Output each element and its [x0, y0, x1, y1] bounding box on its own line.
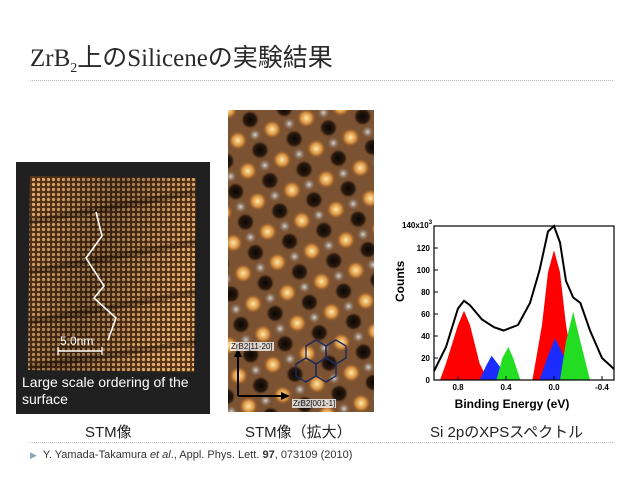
x-tick-label: 0.0 — [548, 383, 560, 392]
bullet-triangle-icon: ▶ — [30, 450, 37, 460]
green-peak-5 — [560, 311, 590, 380]
overlay-line-2: surface — [22, 391, 68, 407]
x-tick-label: -0.4 — [595, 383, 609, 392]
caption-stm: STM像 — [85, 424, 132, 441]
green-peak-2 — [496, 347, 521, 380]
x-tick-label: 0.4 — [500, 383, 512, 392]
title-text-suffix: 上のSiliceneの実験結果 — [77, 45, 333, 72]
stm-large-image: 5.0nm Large scale ordering of the surfac… — [16, 162, 210, 414]
y-tick-label: 100 — [417, 266, 431, 275]
stm-zoom-pattern — [228, 110, 374, 412]
y-top-label: 140x103 — [402, 220, 433, 230]
axis-label-horizontal: ZrB2[001-1] — [292, 399, 337, 408]
ref-journal: ., Appl. Phys. Lett. — [170, 449, 263, 461]
stm-zoom-image: ZrB2[11-20] ZrB2[001-1] — [228, 110, 374, 412]
x-tick-label: 0.8 — [452, 383, 464, 392]
y-tick-label: 120 — [417, 244, 431, 253]
image-overlay-caption: Large scale ordering of the surface — [22, 374, 189, 408]
xps-chart-svg: 0 20 40 60 80 100 120 0.8 0.4 0.0 -0.4 Counts Bind… — [393, 220, 615, 411]
red-peak-3 — [532, 250, 576, 380]
x-axis-label: Binding Energy (eV) — [455, 397, 570, 411]
y-axis-label: Counts — [393, 260, 407, 302]
caption-xps: Si 2pのXPSスペクトル — [430, 424, 584, 441]
ref-authors: Y. Yamada-Takamura — [42, 449, 150, 461]
ref-volume: 97 — [262, 449, 275, 461]
y-tick-label: 40 — [421, 332, 430, 341]
slide-title: ZrB2上のSiliceneの実験結果 — [30, 38, 333, 77]
reference-divider — [30, 442, 613, 443]
reference-citation: ▶ Y. Yamada-Takamura et al., Appl. Phys. … — [30, 449, 352, 461]
scale-bar-label: 5.0nm — [60, 334, 94, 348]
ref-pages: , 073109 (2010) — [274, 449, 353, 461]
plot-frame — [433, 225, 615, 381]
xps-spectrum-chart: 0 20 40 60 80 100 120 0.8 0.4 0.0 -0.4 Counts Bind… — [392, 204, 620, 414]
title-text-prefix: ZrB — [30, 45, 71, 72]
title-subscript: 2 — [70, 61, 78, 76]
overlay-line-1: Large scale ordering of the — [22, 374, 189, 390]
red-peak-0 — [440, 310, 488, 380]
axis-label-vertical: ZrB2[11-20] — [230, 342, 274, 351]
ref-etal: et al — [149, 449, 171, 461]
title-divider — [30, 80, 613, 81]
y-tick-label: 60 — [421, 310, 430, 319]
stm-large-pattern — [28, 176, 197, 372]
y-tick-label: 80 — [421, 288, 430, 297]
y-tick-label: 0 — [426, 376, 431, 385]
caption-stm-zoom: STM像（拡大） — [245, 424, 352, 441]
y-tick-label: 20 — [421, 354, 430, 363]
envelope-line — [433, 224, 615, 372]
